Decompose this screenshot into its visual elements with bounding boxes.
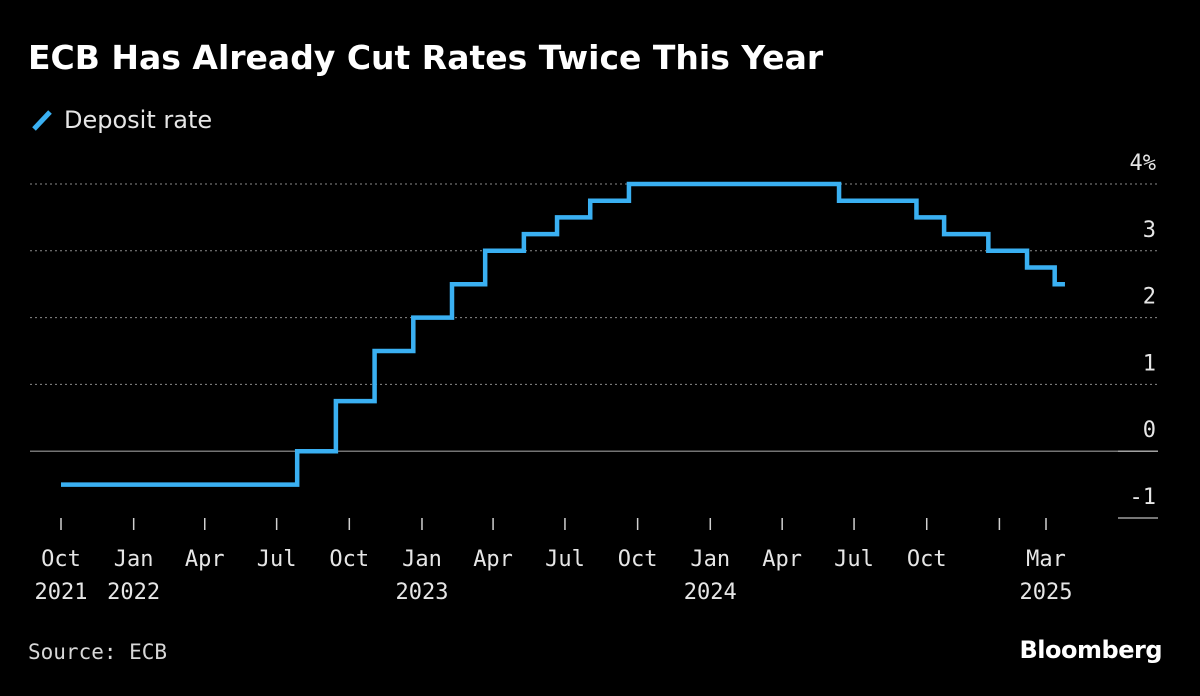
x-tick-label: Mar	[1026, 547, 1066, 572]
x-year-label: 2021	[35, 580, 88, 605]
x-tick-label: Jul	[834, 547, 874, 572]
x-tick-label: Oct	[618, 547, 658, 572]
legend: Deposit rate	[30, 102, 212, 138]
x-tick-label: Oct	[41, 547, 81, 572]
brand-logo: Bloomberg	[1019, 636, 1163, 664]
x-tick-label: Apr	[762, 547, 802, 572]
chart-title: ECB Has Already Cut Rates Twice This Yea…	[28, 38, 824, 77]
legend-label: Deposit rate	[64, 106, 213, 134]
x-tick-label: Jan	[114, 547, 154, 572]
y-tick-label: 0	[1143, 418, 1156, 443]
source-note: Source: ECB	[28, 640, 168, 664]
y-tick-label: 1	[1143, 351, 1156, 376]
y-tick-label: -1	[1130, 485, 1157, 510]
x-tick-label: Jan	[690, 547, 730, 572]
x-tick-label: Jul	[257, 547, 297, 572]
x-tick-label: Apr	[185, 547, 225, 572]
x-year-label: 2025	[1020, 580, 1073, 605]
x-tick-label: Oct	[907, 547, 947, 572]
series-line-deposit-rate	[61, 181, 1065, 487]
y-tick-label: 2	[1143, 285, 1156, 310]
x-tick-label: Jul	[545, 547, 585, 572]
legend-swatch-icon	[30, 108, 54, 132]
x-tick-label: Apr	[473, 547, 513, 572]
y-tick-label: 4%	[1130, 151, 1157, 176]
x-year-label: 2023	[395, 580, 448, 605]
x-tick-label: Jan	[402, 547, 442, 572]
x-tick-label: Oct	[329, 547, 369, 572]
y-tick-label: 3	[1143, 218, 1156, 243]
x-year-label: 2024	[684, 580, 737, 605]
x-year-label: 2022	[107, 580, 160, 605]
